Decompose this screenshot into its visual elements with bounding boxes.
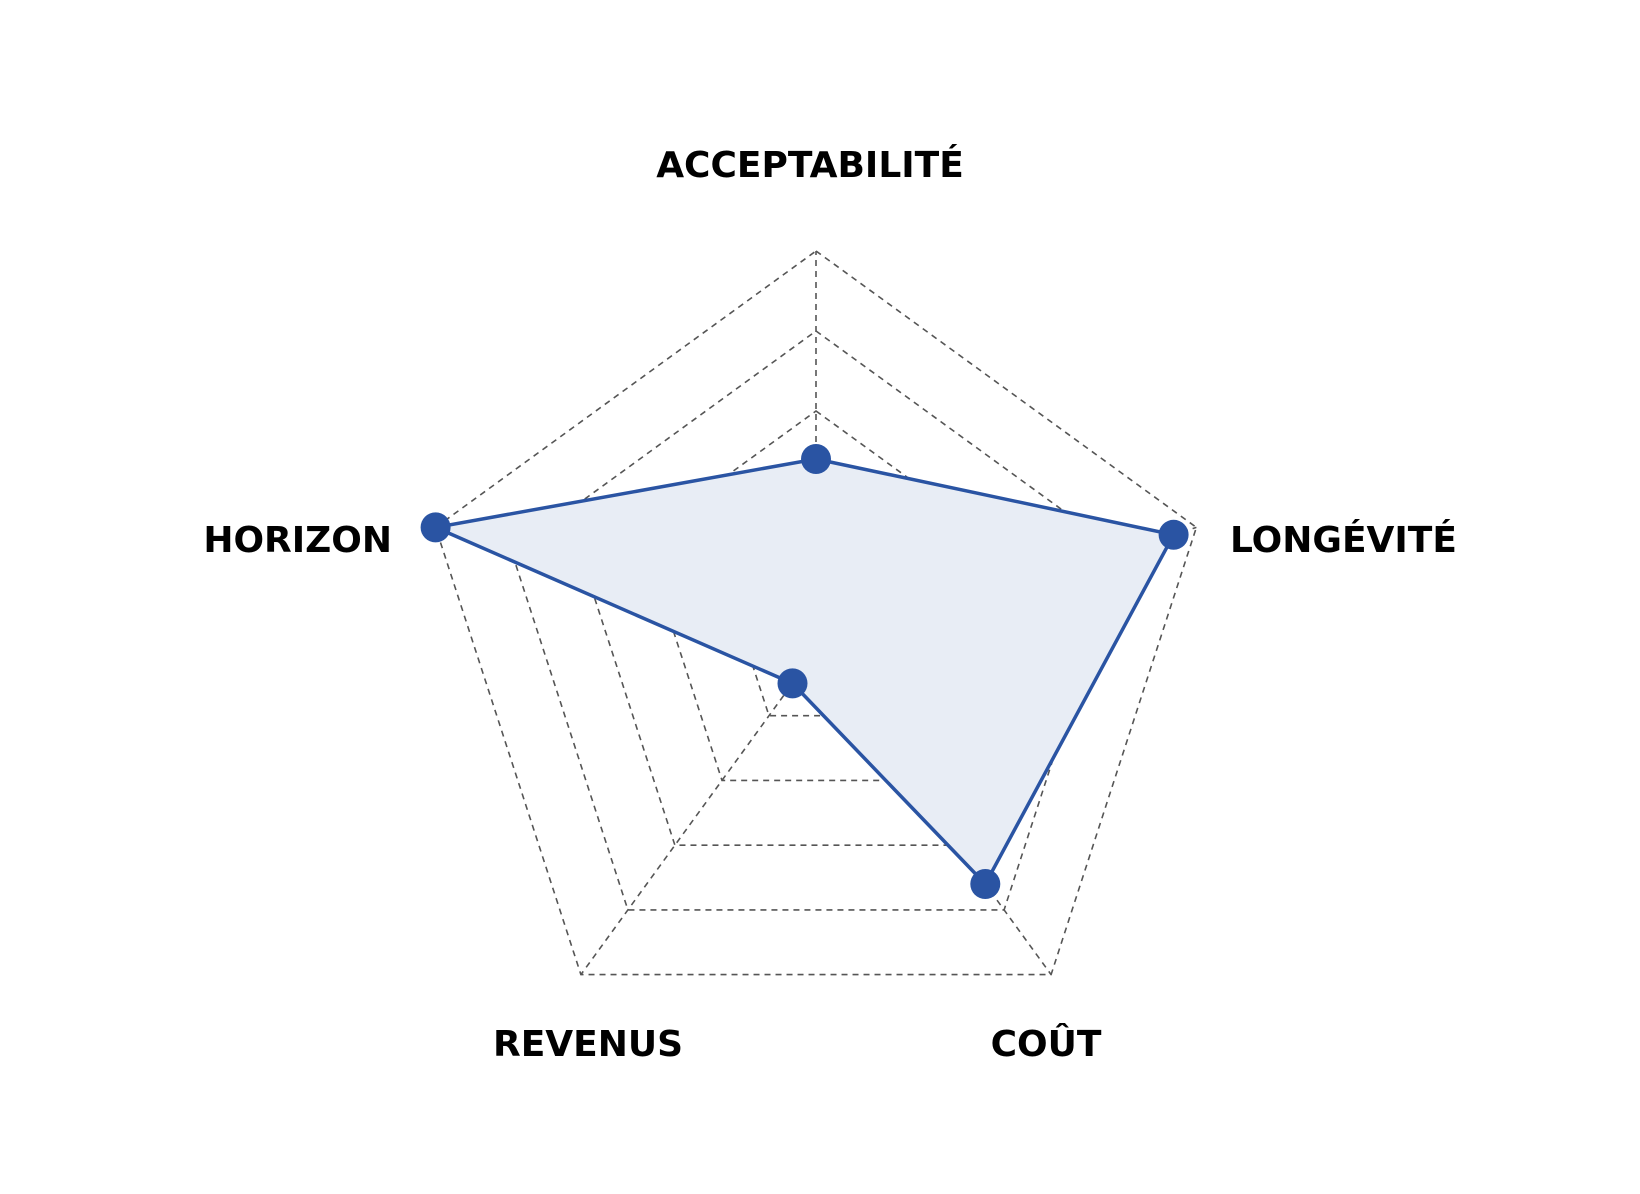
axis-labels: ACCEPTABILITÉ LONGÉVITÉ COÛT REVENUS HOR… <box>203 144 1457 1065</box>
data-point-5 <box>420 512 451 543</box>
data-point-1 <box>801 444 831 474</box>
series-layer <box>420 444 1189 899</box>
axis-label-cout: COÛT <box>991 1023 1102 1065</box>
grid-ring-outer <box>434 250 1198 976</box>
axis-label-revenus: REVENUS <box>493 1024 683 1065</box>
data-point-2 <box>1158 519 1189 550</box>
axis-label-longevite: LONGÉVITÉ <box>1230 519 1457 561</box>
grid-spoke-4 <box>580 650 817 976</box>
axis-label-acceptabilite: ACCEPTABILITÉ <box>656 144 964 186</box>
series-area-1 <box>429 457 1177 887</box>
data-point-3 <box>970 869 1001 899</box>
data-point-4 <box>777 668 808 699</box>
axis-label-horizon: HORIZON <box>203 520 392 561</box>
